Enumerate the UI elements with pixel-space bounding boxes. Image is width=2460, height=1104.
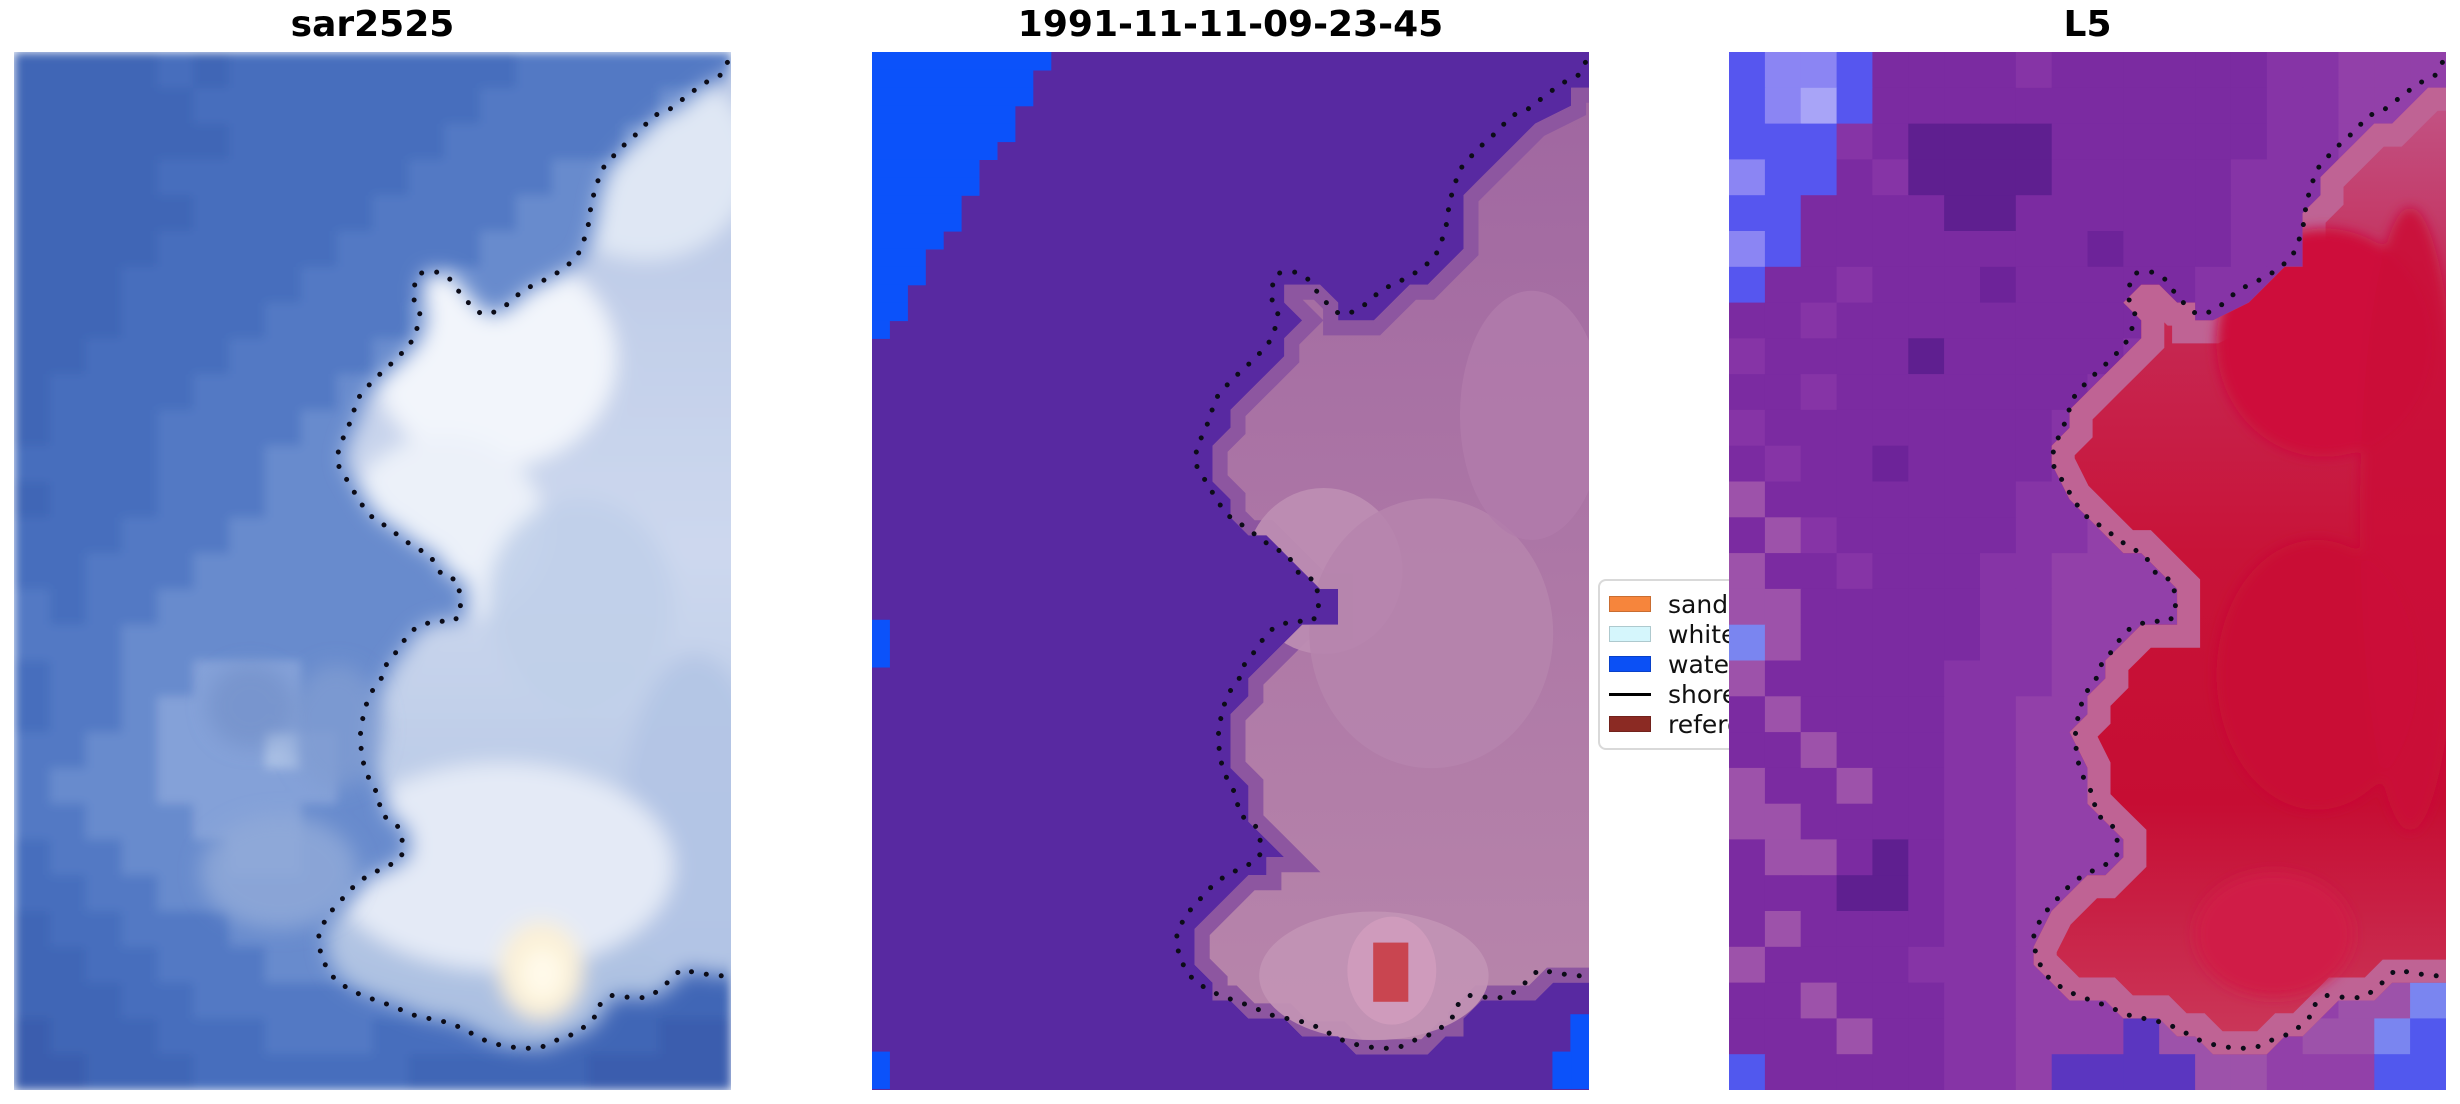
whitewater-cloud-region bbox=[325, 62, 731, 1049]
shoreline-dots bbox=[2031, 59, 2446, 1052]
legend-item-water: water bbox=[1609, 649, 1793, 679]
legend-label: water bbox=[1668, 649, 1740, 679]
whitewater-swatch-icon bbox=[1609, 626, 1651, 642]
water-corner-patch bbox=[872, 52, 1052, 339]
nearshore-haze bbox=[200, 664, 384, 930]
water-patch bbox=[1570, 1014, 1589, 1089]
panel-title-date: 1991-11-11-09-23-45 bbox=[1017, 4, 1444, 45]
panel-title-l5: L5 bbox=[2063, 4, 2112, 45]
shoreline-line-icon bbox=[1609, 692, 1651, 696]
l5-image bbox=[1729, 52, 2446, 1090]
water-swatch-icon bbox=[1609, 656, 1651, 672]
legend-label: sand bbox=[1668, 589, 1729, 619]
water-patch bbox=[872, 619, 890, 668]
water-patch bbox=[872, 1051, 890, 1089]
shoreline-dots bbox=[316, 59, 731, 1052]
legend-item-sand: sand bbox=[1609, 589, 1793, 619]
classified-map-image bbox=[872, 52, 1589, 1090]
reference-swatch-icon bbox=[1609, 716, 1651, 732]
panel-title-sar2525: sar2525 bbox=[290, 4, 455, 45]
sand-swatch-icon bbox=[1609, 596, 1651, 612]
sar2525-image bbox=[14, 52, 731, 1090]
water-patch bbox=[1552, 1051, 1572, 1089]
reference-patch bbox=[1373, 942, 1409, 1002]
shoreline-dots bbox=[1174, 59, 1589, 1052]
